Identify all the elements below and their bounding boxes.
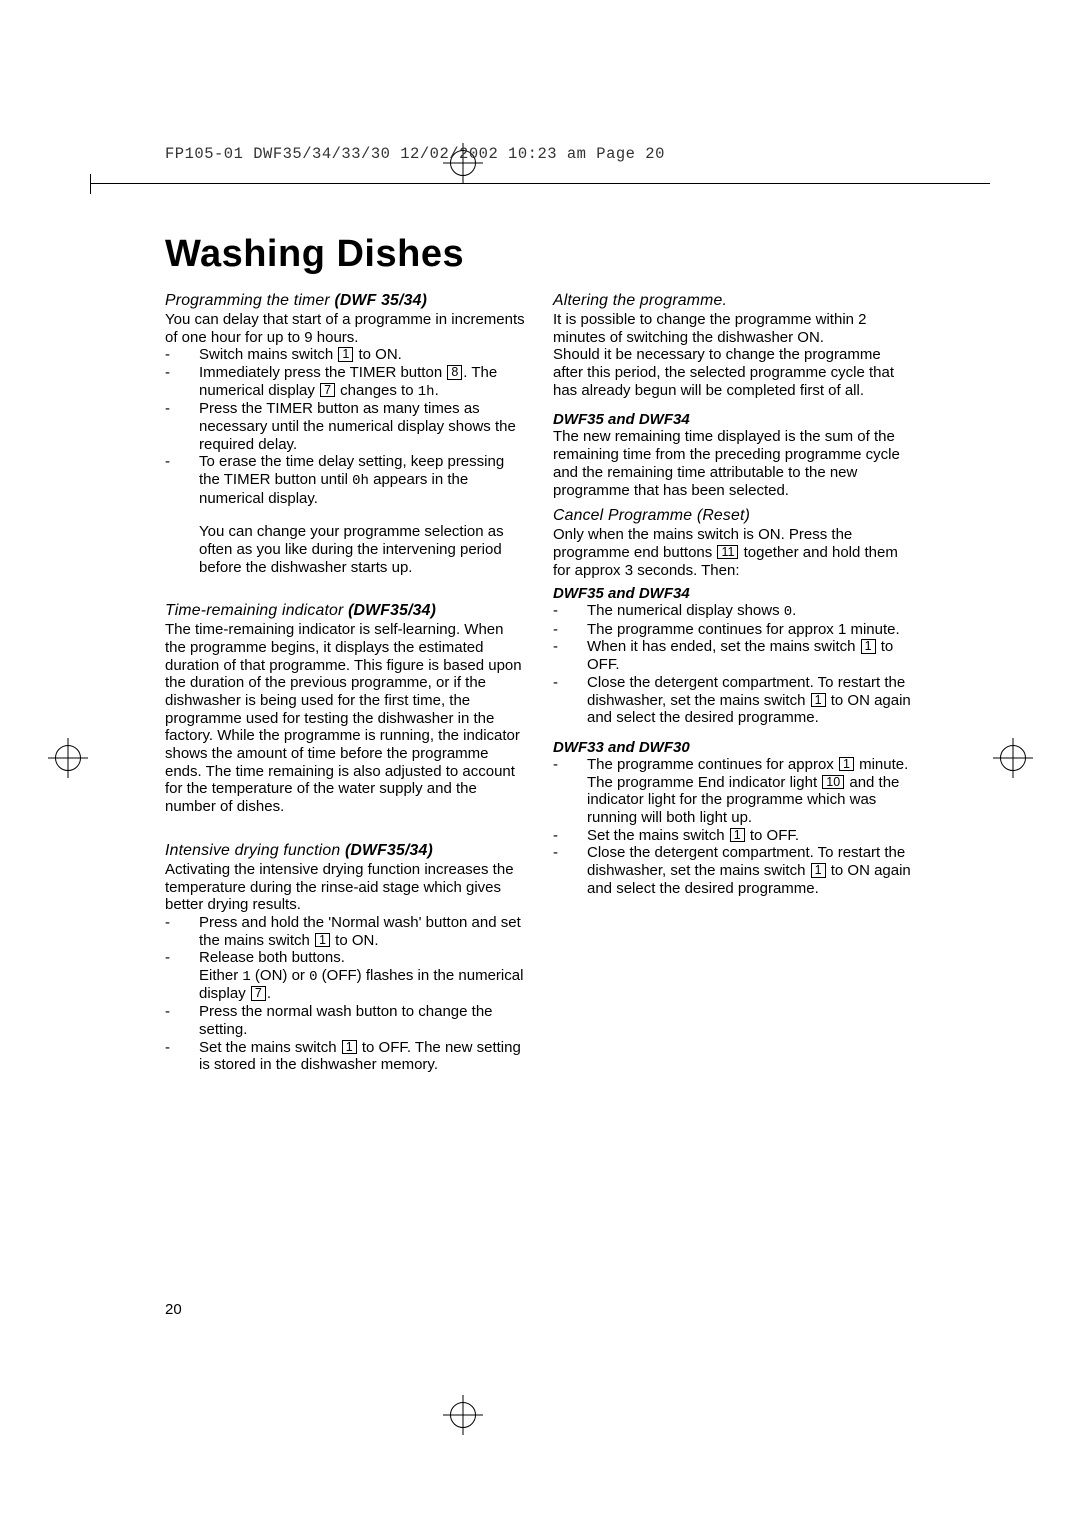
code-text: 0: [309, 969, 317, 985]
code-text: 1: [242, 969, 250, 985]
code-text: 0: [784, 604, 792, 620]
list-item: - Close the detergent compartment. To re…: [553, 844, 913, 897]
list-item: - Press the normal wash button to change…: [165, 1003, 525, 1038]
text: Release both buttons.: [199, 949, 345, 966]
ref-box: 7: [251, 986, 266, 1001]
right-column: Altering the programme. It is possible t…: [553, 290, 913, 1074]
section-heading-model: (DWF35/34): [348, 602, 436, 619]
ref-box: 1: [730, 828, 745, 843]
ref-box: 1: [861, 639, 876, 654]
text: Either: [199, 967, 242, 984]
print-header-slug: FP105-01 DWF35/34/33/30 12/02/2002 10:23…: [165, 145, 915, 163]
paragraph: It is possible to change the programme w…: [553, 311, 913, 346]
ref-box: 10: [822, 775, 844, 790]
list-item: - Release both buttons.Either 1 (ON) or …: [165, 949, 525, 1003]
paragraph: The new remaining time displayed is the …: [553, 428, 913, 499]
text: The programme End indicator light: [587, 774, 821, 791]
ref-box: 11: [717, 545, 738, 560]
sub-heading: DWF35 and DWF34: [553, 585, 913, 602]
text: The programme continues for approx 1 min…: [587, 621, 913, 639]
text: The numerical display shows: [587, 602, 784, 619]
ref-box: 1: [315, 933, 330, 948]
text: Press the TIMER button as many times as …: [199, 400, 525, 453]
ref-box: 8: [447, 365, 462, 380]
list-item: - The programme continues for approx 1 m…: [553, 756, 913, 827]
section-heading: Programming the timer (DWF 35/34): [165, 292, 525, 310]
ref-box: 1: [811, 863, 826, 878]
text: minute.: [855, 756, 908, 773]
text: .: [435, 382, 439, 399]
list-item: - Switch mains switch 1 to ON.: [165, 346, 525, 364]
ref-box: 1: [342, 1040, 357, 1055]
section-heading: Time-remaining indicator (DWF35/34): [165, 602, 525, 620]
ref-box: 1: [839, 757, 854, 772]
text: changes to: [336, 382, 418, 399]
registration-mark-icon: [1000, 745, 1026, 771]
text: Immediately press the TIMER button: [199, 364, 446, 381]
ref-box: 1: [811, 693, 826, 708]
text: to ON.: [354, 346, 402, 363]
section-heading: Cancel Programme (Reset): [553, 507, 913, 525]
text: .: [792, 602, 796, 619]
section-heading-model: (DWF 35/34): [334, 292, 427, 309]
list-item: - When it has ended, set the mains switc…: [553, 638, 913, 673]
list-item: - To erase the time delay setting, keep …: [165, 453, 525, 507]
paragraph: Only when the mains switch is ON. Press …: [553, 526, 913, 579]
list-item: - Set the mains switch 1 to OFF.: [553, 827, 913, 845]
ref-box: 7: [320, 383, 335, 398]
registration-mark-icon: [55, 745, 81, 771]
sub-heading: DWF33 and DWF30: [553, 739, 913, 756]
text: (ON) or: [251, 967, 309, 984]
list-item: - The programme continues for approx 1 m…: [553, 621, 913, 639]
paragraph: Activating the intensive drying function…: [165, 861, 525, 914]
paragraph: Should it be necessary to change the pro…: [553, 346, 913, 399]
section-heading: Intensive drying function (DWF35/34): [165, 842, 525, 860]
page-title: Washing Dishes: [165, 233, 915, 276]
list-item: - Close the detergent compartment. To re…: [553, 674, 913, 727]
section-heading-model: (DWF35/34): [345, 842, 433, 859]
text: Set the mains switch: [587, 827, 729, 844]
text: to ON.: [331, 932, 379, 949]
paragraph: You can delay that start of a programme …: [165, 311, 525, 346]
text: The programme continues for approx: [587, 756, 838, 773]
section-heading: Altering the programme.: [553, 292, 913, 310]
list-item: - Press the TIMER button as many times a…: [165, 400, 525, 453]
registration-mark-icon: [450, 1402, 476, 1428]
text: Press the normal wash button to change t…: [199, 1003, 525, 1038]
text: Set the mains switch: [199, 1039, 341, 1056]
paragraph: The time-remaining indicator is self-lea…: [165, 621, 525, 816]
sub-heading: DWF35 and DWF34: [553, 411, 913, 428]
text: .: [267, 985, 271, 1002]
section-heading-text: Intensive drying function: [165, 842, 345, 859]
left-column: Programming the timer (DWF 35/34) You ca…: [165, 290, 525, 1074]
list-item: - Immediately press the TIMER button 8. …: [165, 364, 525, 400]
list-item: - Press and hold the 'Normal wash' butto…: [165, 914, 525, 949]
ref-box: 1: [338, 347, 353, 362]
page-number: 20: [165, 1301, 182, 1318]
note-paragraph: You can change your programme selection …: [199, 523, 525, 576]
list-item: - The numerical display shows 0.: [553, 602, 913, 621]
section-heading-text: Time-remaining indicator: [165, 602, 348, 619]
text: When it has ended, set the mains switch: [587, 638, 860, 655]
text: to OFF.: [746, 827, 799, 844]
list-item: - Set the mains switch 1 to OFF. The new…: [165, 1039, 525, 1074]
crop-mark-icon: [90, 183, 990, 184]
code-text: 1h: [418, 384, 435, 400]
section-heading-text: Programming the timer: [165, 292, 334, 309]
manual-page: FP105-01 DWF35/34/33/30 12/02/2002 10:23…: [165, 145, 915, 1074]
code-text: 0h: [352, 473, 369, 489]
text: Switch mains switch: [199, 346, 337, 363]
